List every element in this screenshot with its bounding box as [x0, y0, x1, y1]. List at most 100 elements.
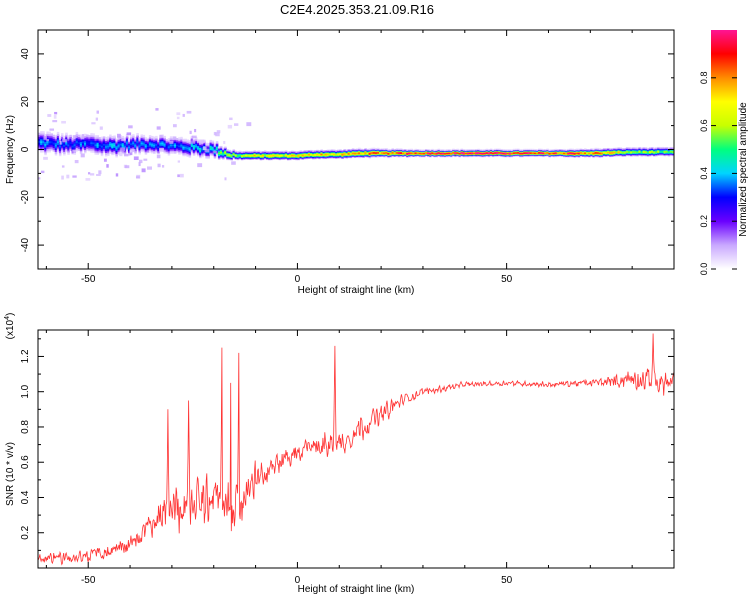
spectrogram-cell	[391, 148, 395, 150]
spectrogram-cell	[571, 148, 574, 150]
spectrogram-cell	[194, 144, 198, 147]
spectrogram-cell	[100, 145, 104, 148]
spectrogram-cell	[573, 153, 577, 155]
spectrogram-cell	[169, 136, 173, 139]
spectrogram-cell	[211, 148, 215, 151]
spectrogram-cell	[598, 153, 602, 155]
spectrogram-cell	[272, 155, 275, 157]
spectrogram-cell	[138, 152, 141, 155]
spectrogram-cell	[586, 149, 589, 151]
spectrogram-cell	[261, 154, 265, 156]
spectrogram-cell	[410, 150, 413, 152]
spectrogram-cell	[598, 156, 602, 158]
spectrogram-cell	[554, 148, 558, 151]
spectrogram-cell	[236, 152, 240, 155]
spectrogram-cell	[448, 149, 451, 151]
spectrogram-cell	[52, 145, 56, 149]
spectrogram-cell	[669, 151, 673, 153]
spectrogram-cell	[117, 144, 120, 147]
spectrogram-cell	[477, 148, 480, 150]
spectrogram-cell	[376, 155, 380, 157]
spectrogram-cell	[263, 158, 267, 160]
spectrogram-cell	[385, 154, 388, 157]
spectrogram-cell	[332, 150, 336, 152]
spectrogram-cell	[167, 147, 171, 150]
spectrogram-cell	[261, 156, 265, 158]
spectrogram-cell	[48, 138, 51, 142]
spectrogram-cell	[374, 155, 378, 157]
spectrogram-cell	[146, 143, 150, 146]
spectrogram-cell	[215, 145, 219, 148]
spectrogram-cell	[330, 152, 334, 154]
spectrogram-cell	[142, 142, 146, 145]
spectrogram-cell	[339, 152, 342, 154]
spectrogram-cell	[393, 151, 397, 153]
spectrogram-cell	[399, 150, 403, 153]
spectrogram-cell	[630, 152, 633, 155]
spectrogram-cell	[638, 153, 641, 156]
spectrogram-cell	[579, 149, 583, 151]
spectrogram-cell	[567, 150, 570, 152]
spectrogram-cell	[299, 156, 303, 158]
spectrogram-speckle	[215, 132, 220, 137]
spectrogram-cell	[584, 156, 587, 158]
spectrogram-cell	[79, 137, 83, 141]
spectrogram-cell	[96, 145, 100, 148]
spectrogram-cell	[207, 145, 210, 148]
spectrogram-cell	[617, 148, 621, 150]
spectrogram-cell	[347, 152, 351, 154]
spectrogram-cell	[92, 138, 95, 141]
spectrogram-cell	[381, 150, 384, 153]
spectrogram-cell	[636, 152, 639, 154]
spectrogram-cell	[226, 154, 229, 157]
spectrogram-cell	[178, 138, 181, 141]
spectrogram-cell	[253, 150, 256, 152]
spectrogram-cell	[525, 148, 528, 150]
spectrogram-cell	[274, 151, 277, 153]
spectrogram-cell	[594, 147, 597, 150]
spectrogram-cell	[634, 152, 637, 154]
spectrogram-cell	[623, 148, 627, 151]
spectrogram-cell	[621, 148, 625, 150]
spectrogram-cell	[309, 156, 313, 159]
spectrogram-cell	[173, 151, 177, 154]
spectrogram-cell	[186, 144, 190, 147]
spectrogram-cell	[328, 152, 332, 155]
spectrogram-cell	[663, 154, 667, 157]
spectrogram-cell	[450, 149, 453, 151]
spectrogram-cell	[48, 140, 51, 144]
spectrogram-cell	[268, 155, 271, 158]
spectrogram-cell	[197, 140, 200, 143]
spectrogram-cell	[494, 148, 497, 150]
spectrogram-cell	[52, 141, 56, 145]
spectrogram-cell	[113, 147, 116, 150]
spectrogram-cell	[339, 150, 342, 152]
spectrogram-cell	[362, 152, 365, 155]
spectrogram-cell	[197, 151, 200, 154]
spectrogram-cell	[107, 143, 110, 146]
spectrogram-cell	[588, 149, 591, 152]
spectrogram-cell	[389, 153, 392, 155]
spectrogram-x-tick-label: 0	[295, 274, 301, 285]
spectrogram-cell	[107, 136, 110, 139]
spectrogram-cell	[609, 155, 612, 157]
spectrogram-cell	[123, 142, 127, 145]
spectrogram-cell	[653, 152, 656, 154]
spectrogram-cell	[176, 138, 179, 141]
spectrogram-cell	[406, 151, 409, 153]
spectrogram-cell	[569, 152, 572, 154]
spectrogram-cell	[197, 146, 200, 149]
spectrogram-cell	[115, 155, 118, 158]
spectrogram-cell	[270, 151, 273, 153]
spectrogram-cell	[341, 155, 344, 157]
spectrogram-cell	[324, 154, 328, 156]
spectrogram-cell	[646, 148, 650, 150]
spectrogram-cell	[441, 149, 445, 151]
spectrogram-cell	[362, 155, 365, 158]
spectrogram-cell	[278, 153, 282, 155]
spectrogram-cell	[182, 149, 185, 152]
spectrogram-cell	[558, 149, 562, 151]
spectrogram-cell	[182, 154, 185, 157]
spectrogram-cell	[132, 146, 135, 149]
spectrogram-cell	[88, 147, 91, 150]
